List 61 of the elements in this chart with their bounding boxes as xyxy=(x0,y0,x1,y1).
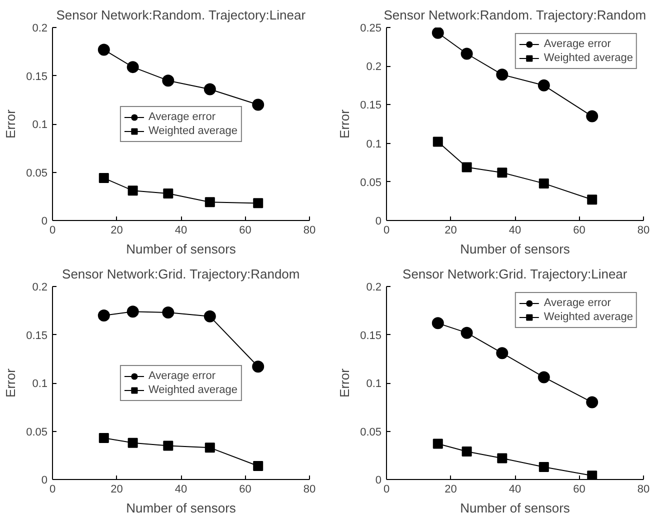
x-axis-title: Number of sensors xyxy=(126,500,236,516)
x-tick-label: 80 xyxy=(303,484,316,496)
x-tick-label: 60 xyxy=(239,484,252,496)
x-tick-label: 80 xyxy=(637,484,650,496)
legend-label: Average error xyxy=(148,370,216,382)
legend-label: Weighted average xyxy=(148,384,238,396)
chart-title: Sensor Network:Grid. Trajectory:Random xyxy=(62,266,300,282)
y-axis-title: Error xyxy=(3,368,18,398)
legend-label: Average error xyxy=(544,38,611,50)
y-tick-label: 0 xyxy=(41,216,48,228)
x-tick-label: 40 xyxy=(174,224,188,236)
x-axis-title: Number of sensors xyxy=(126,242,236,256)
y-tick-label: 0.15 xyxy=(26,70,48,83)
y-tick-label: 0.05 xyxy=(360,176,382,189)
legend-label: Weighted average xyxy=(544,52,633,64)
y-tick-label: 0.2 xyxy=(366,282,382,294)
y-tick-label: 0.1 xyxy=(366,138,382,150)
x-tick-label: 60 xyxy=(573,484,586,496)
x-tick-label: 40 xyxy=(174,484,188,496)
chart-title: Sensor Network:Random. Trajectory:Linear xyxy=(56,8,306,22)
y-tick-label: 0.1 xyxy=(32,378,48,390)
y-tick-label: 0 xyxy=(375,216,382,228)
y-tick-label: 0.15 xyxy=(360,330,382,342)
y-tick-label: 0.05 xyxy=(26,426,48,438)
x-tick-label: 0 xyxy=(49,484,56,496)
y-tick-label: 0.2 xyxy=(366,61,382,74)
y-tick-label: 0.1 xyxy=(366,378,382,390)
x-tick-label: 40 xyxy=(508,484,522,496)
chart-title: Sensor Network:Random. Trajectory:Random xyxy=(384,8,646,22)
y-tick-label: 0.05 xyxy=(26,167,48,180)
x-tick-label: 80 xyxy=(303,224,316,236)
x-axis-title: Number of sensors xyxy=(460,500,570,516)
chart-title: Sensor Network:Grid. Trajectory:Linear xyxy=(402,266,628,282)
x-tick-label: 20 xyxy=(444,484,457,496)
y-tick-label: 0.2 xyxy=(32,22,48,34)
x-tick-label: 20 xyxy=(110,224,123,236)
legend-label: Average error xyxy=(544,297,611,309)
y-axis-title: Error xyxy=(337,368,352,398)
y-tick-label: 0.25 xyxy=(360,22,382,34)
x-tick-label: 20 xyxy=(444,224,457,236)
y-tick-label: 0 xyxy=(375,474,382,486)
x-axis-title: Number of sensors xyxy=(460,242,570,256)
x-tick-label: 60 xyxy=(239,224,252,236)
x-tick-label: 40 xyxy=(508,224,522,236)
legend-label: Average error xyxy=(148,110,216,122)
y-tick-label: 0.15 xyxy=(360,100,382,112)
x-tick-label: 20 xyxy=(110,484,123,496)
y-axis-title: Error xyxy=(337,108,352,138)
y-axis-title: Error xyxy=(3,108,18,138)
x-tick-label: 0 xyxy=(49,224,56,236)
x-tick-label: 0 xyxy=(383,224,390,236)
x-tick-label: 80 xyxy=(637,224,650,236)
x-tick-label: 60 xyxy=(573,224,586,236)
x-tick-label: 0 xyxy=(383,484,390,496)
y-tick-label: 0.05 xyxy=(360,426,382,438)
y-tick-label: 0.1 xyxy=(32,119,48,131)
legend-label: Weighted average xyxy=(148,124,238,136)
legend-label: Weighted average xyxy=(544,311,633,323)
y-tick-label: 0.15 xyxy=(26,330,48,342)
y-tick-label: 0.2 xyxy=(32,282,48,294)
y-tick-label: 0 xyxy=(41,474,48,486)
